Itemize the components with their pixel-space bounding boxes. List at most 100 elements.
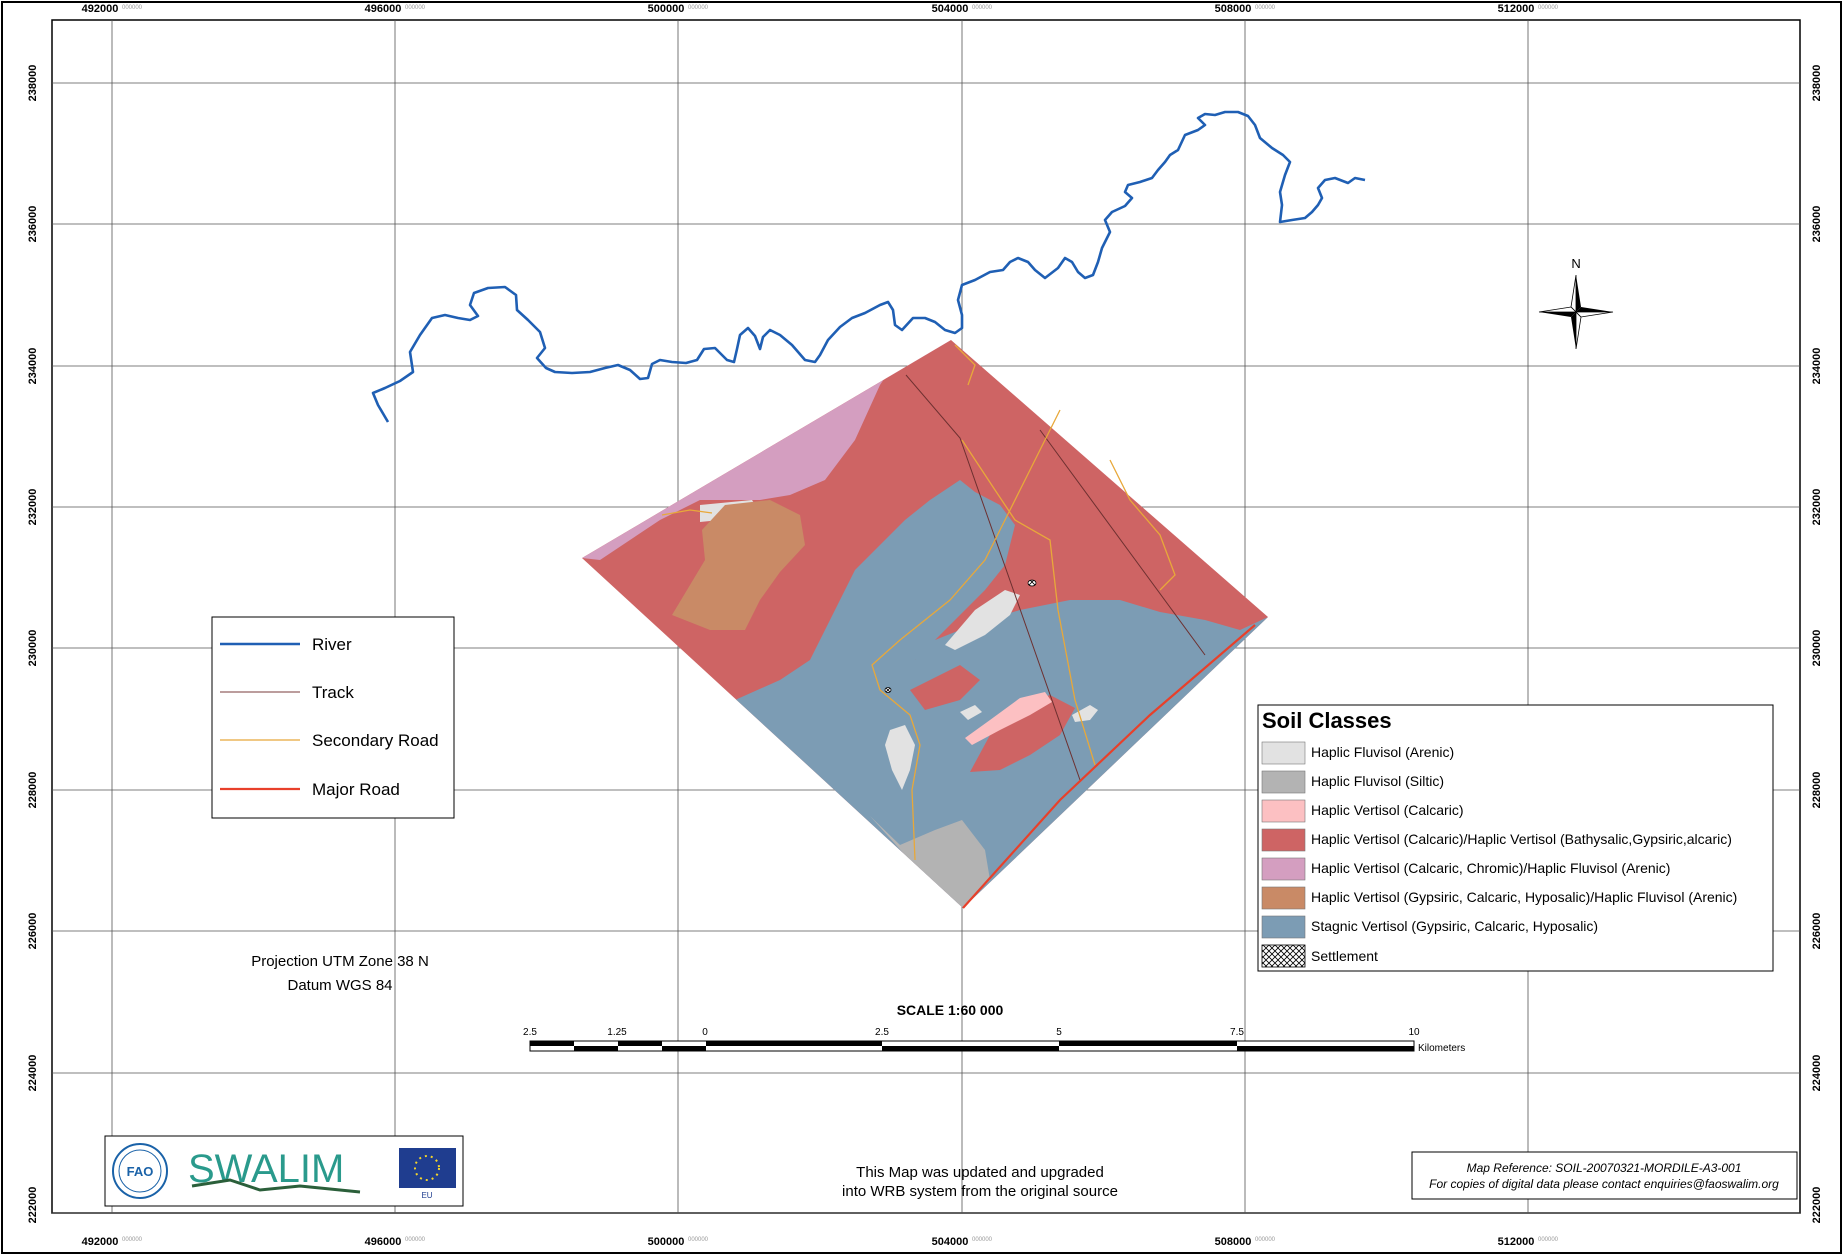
x-label-top: 500000: [648, 3, 685, 15]
soil-legend-label: Settlement: [1311, 948, 1378, 964]
fao-logo-icon: FAO: [112, 1143, 168, 1199]
y-label-right: 236000: [1811, 206, 1823, 243]
scale-bar: SCALE 1:60 000 2.5 1.25 0 2.5 5 7.5 10 K…: [523, 1002, 1465, 1054]
y-label-right: 238000: [1811, 65, 1823, 102]
y-label-right: 222000: [1811, 1187, 1823, 1224]
scale-tick: 10: [1408, 1027, 1420, 1038]
logos-box: FAO SWALIM EU: [104, 1135, 464, 1207]
y-label-left: 224000: [27, 1055, 39, 1092]
y-label-right: 234000: [1811, 348, 1823, 385]
y-label-left: 238000: [27, 65, 39, 102]
river-line: [371, 110, 1366, 423]
x-label-suffix: 000000: [1538, 1237, 1559, 1243]
track-line: [1039, 429, 1206, 656]
x-label-suffix: 000000: [122, 1237, 143, 1243]
soil-legend-label: Haplic Fluvisol (Siltic): [1311, 773, 1444, 789]
x-label-bottom: 496000: [365, 1236, 402, 1248]
y-label-right: 228000: [1811, 772, 1823, 809]
x-labels-top: 492000 496000 500000 504000 508000 51200…: [82, 3, 1559, 15]
x-label-suffix: 000000: [1538, 5, 1559, 11]
eu-flag-icon: EU: [399, 1148, 456, 1200]
line-legend-box: [211, 616, 455, 819]
update-note-line-2: into WRB system from the original source: [842, 1183, 1118, 1200]
update-note-line-1: This Map was updated and upgraded: [856, 1164, 1104, 1181]
swalim-logo-icon: SWALIM: [188, 1147, 361, 1194]
y-label-left: 226000: [27, 913, 39, 950]
scale-title: SCALE 1:60 000: [897, 1002, 1004, 1018]
line-legend: River Track Secondary Road Major Road: [211, 616, 455, 819]
secondary-road-line: [871, 409, 1061, 861]
x-label-suffix: 000000: [1255, 1237, 1276, 1243]
y-label-left: 232000: [27, 489, 39, 526]
eu-flag-text: EU: [421, 1191, 432, 1200]
y-label-right: 230000: [1811, 630, 1823, 667]
scale-tick: 7.5: [1230, 1027, 1244, 1038]
x-label-bottom: 492000: [82, 1236, 119, 1248]
soil-swatch: [1261, 799, 1306, 823]
north-arrow-icon: N: [1538, 256, 1614, 350]
x-label-suffix: 000000: [972, 1237, 993, 1243]
secondary-road-line: [1109, 459, 1176, 591]
soil-region-chromic: [582, 340, 951, 560]
track-line: [905, 374, 1081, 781]
x-label-suffix: 000000: [405, 5, 426, 11]
soil-region-fluvisol-arenic: [885, 725, 915, 790]
y-labels-right: 238000 236000 234000 232000 230000 22800…: [1811, 65, 1823, 1224]
legend-label-river: River: [312, 635, 352, 654]
x-label-top: 496000: [365, 3, 402, 15]
map-reference-line-1: Map Reference: SOIL-20070321-MORDILE-A3-…: [1467, 1161, 1742, 1175]
scale-tick: 0: [702, 1027, 708, 1038]
y-label-left: 236000: [27, 206, 39, 243]
x-label-top: 512000: [1498, 3, 1535, 15]
soil-legend-label: Haplic Vertisol (Calcaric)/Haplic Vertis…: [1311, 831, 1732, 847]
y-label-left: 228000: [27, 772, 39, 809]
x-label-bottom: 504000: [932, 1236, 969, 1248]
soil-region-fluvisol-siltic: [870, 816, 990, 908]
soil-legend-label: Haplic Vertisol (Calcaric): [1311, 802, 1463, 818]
y-label-left: 234000: [27, 348, 39, 385]
secondary-road-line: [954, 344, 976, 386]
scale-unit: Kilometers: [1418, 1043, 1465, 1054]
soil-swatch: [1261, 828, 1306, 852]
soil-swatch: [1261, 915, 1306, 939]
x-label-bottom: 508000: [1215, 1236, 1252, 1248]
projection-line-1: Projection UTM Zone 38 N: [251, 953, 429, 970]
scale-tick: 2.5: [875, 1027, 889, 1038]
soil-region-haplic-vertisol-calcaric: [965, 692, 1052, 745]
secondary-road-line: [661, 509, 713, 516]
soil-swatch: [1261, 770, 1306, 794]
x-label-suffix: 000000: [122, 5, 143, 11]
settlement-marker: [1027, 579, 1037, 587]
legend-label-secondary-road: Secondary Road: [312, 731, 439, 750]
y-label-left: 230000: [27, 630, 39, 667]
soil-region-fluvisol-arenic: [1072, 705, 1098, 722]
scale-tick: 5: [1056, 1027, 1062, 1038]
scale-tick: 2.5: [523, 1027, 537, 1038]
x-label-suffix: 000000: [405, 1237, 426, 1243]
soil-region-gypsiric: [672, 500, 805, 630]
soil-region-stagnic-vertisol: [735, 480, 1268, 908]
major-road-line: [962, 624, 1256, 909]
north-label: N: [1571, 256, 1580, 271]
soil-swatch: [1261, 857, 1306, 881]
map-reference: Map Reference: SOIL-20070321-MORDILE-A3-…: [1411, 1151, 1798, 1200]
x-label-suffix: 000000: [1255, 5, 1276, 11]
y-labels-left: 238000 236000 234000 232000 230000 22800…: [27, 65, 39, 1224]
soil-swatch: [1261, 741, 1306, 765]
projection-line-2: Datum WGS 84: [287, 977, 392, 994]
y-label-right: 224000: [1811, 1055, 1823, 1092]
x-label-bottom: 512000: [1498, 1236, 1535, 1248]
secondary-road-line: [961, 439, 1096, 766]
map-reference-line-2: For copies of digital data please contac…: [1429, 1177, 1779, 1191]
x-label-suffix: 000000: [688, 5, 709, 11]
soil-legend-box: [1257, 704, 1774, 972]
soil-region-calcaric-inner: [910, 665, 980, 710]
legend-label-major-road: Major Road: [312, 780, 400, 799]
scale-tick: 1.25: [607, 1027, 627, 1038]
y-label-right: 232000: [1811, 489, 1823, 526]
settlement-marker: [884, 687, 892, 693]
soil-legend-label: Haplic Vertisol (Gypsiric, Calcaric, Hyp…: [1311, 889, 1737, 905]
legend-label-track: Track: [312, 683, 354, 702]
